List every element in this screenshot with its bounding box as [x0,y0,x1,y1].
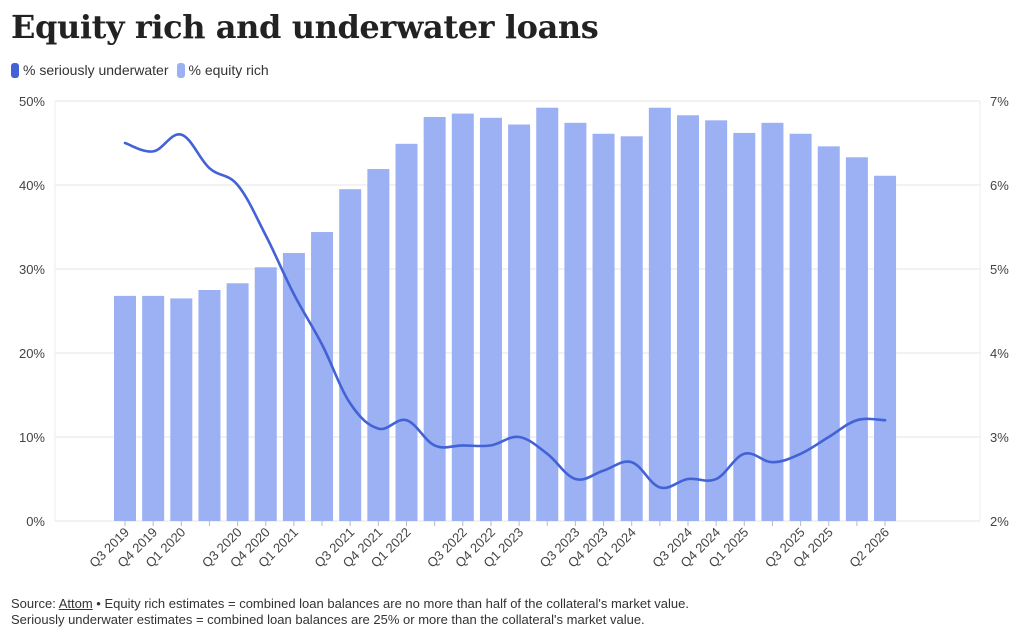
x-tick-label: Q2 2026 [846,525,892,571]
right-axis-tick-label: 3% [990,430,1009,445]
bar-equity-rich[interactable] [142,295,165,521]
legend-label-underwater: % seriously underwater [23,62,169,78]
bar-equity-rich[interactable] [789,133,812,521]
right-axis-tick-label: 7% [990,94,1009,109]
bar-equity-rich[interactable] [874,175,897,521]
legend: % seriously underwater % equity rich [11,62,269,78]
bar-equity-rich[interactable] [564,122,587,521]
legend-item-equity-rich[interactable]: % equity rich [176,62,269,78]
chart-title: Equity rich and underwater loans [11,8,599,46]
chart-footer: Source: Attom • Equity rich estimates = … [11,596,689,628]
bar-equity-rich[interactable] [620,136,643,521]
left-axis-tick-label: 0% [26,514,45,529]
left-axis-tick-label: 20% [19,346,45,361]
bar-equity-rich[interactable] [114,295,136,521]
bar-equity-rich[interactable] [226,283,249,521]
bar-equity-rich[interactable] [761,122,784,521]
footer-line-2: Seriously underwater estimates = combine… [11,612,645,627]
legend-item-underwater[interactable]: % seriously underwater [11,62,169,78]
bar-equity-rich[interactable] [677,115,699,521]
right-axis-tick-label: 4% [990,346,1009,361]
line-seriously-underwater[interactable] [123,133,887,490]
legend-swatch-underwater [11,62,19,78]
bar-equity-rich[interactable] [648,107,671,521]
bar-equity-rich[interactable] [592,133,615,521]
legend-swatch-equity-rich [176,62,185,78]
bar-equity-rich[interactable] [282,253,305,522]
left-axis-tick-label: 50% [19,94,45,109]
bar-equity-rich[interactable] [367,169,390,522]
footer-source-prefix: Source: [11,596,59,611]
bar-equity-rich[interactable] [508,124,531,522]
right-axis-tick-label: 6% [990,178,1009,193]
bar-equity-rich[interactable] [733,132,756,522]
footer-line-1: Source: Attom • Equity rich estimates = … [11,596,689,612]
source-link[interactable]: Attom [58,596,93,611]
bar-equity-rich[interactable] [254,267,277,521]
bar-equity-rich[interactable] [705,120,728,521]
bar-equity-rich[interactable] [311,232,334,522]
footer-line-1-text: • Equity rich estimates = combined loan … [92,596,689,611]
bar-equity-rich[interactable] [198,290,221,521]
legend-label-equity-rich: % equity rich [188,62,269,78]
right-axis-tick-label: 2% [990,514,1009,529]
bar-equity-rich[interactable] [845,157,868,521]
bar-equity-rich[interactable] [170,298,193,521]
bar-equity-rich[interactable] [479,117,502,522]
bar-equity-rich[interactable] [339,189,362,521]
bar-equity-rich[interactable] [817,146,840,522]
bar-equity-rich[interactable] [395,143,418,521]
left-axis-tick-label: 40% [19,178,45,193]
bar-equity-rich[interactable] [451,113,474,521]
bar-equity-rich[interactable] [536,107,559,521]
bar-equity-rich[interactable] [423,116,446,522]
left-axis-tick-label: 10% [19,430,45,445]
left-axis-tick-label: 30% [19,262,45,277]
right-axis-tick-label: 5% [990,262,1009,277]
